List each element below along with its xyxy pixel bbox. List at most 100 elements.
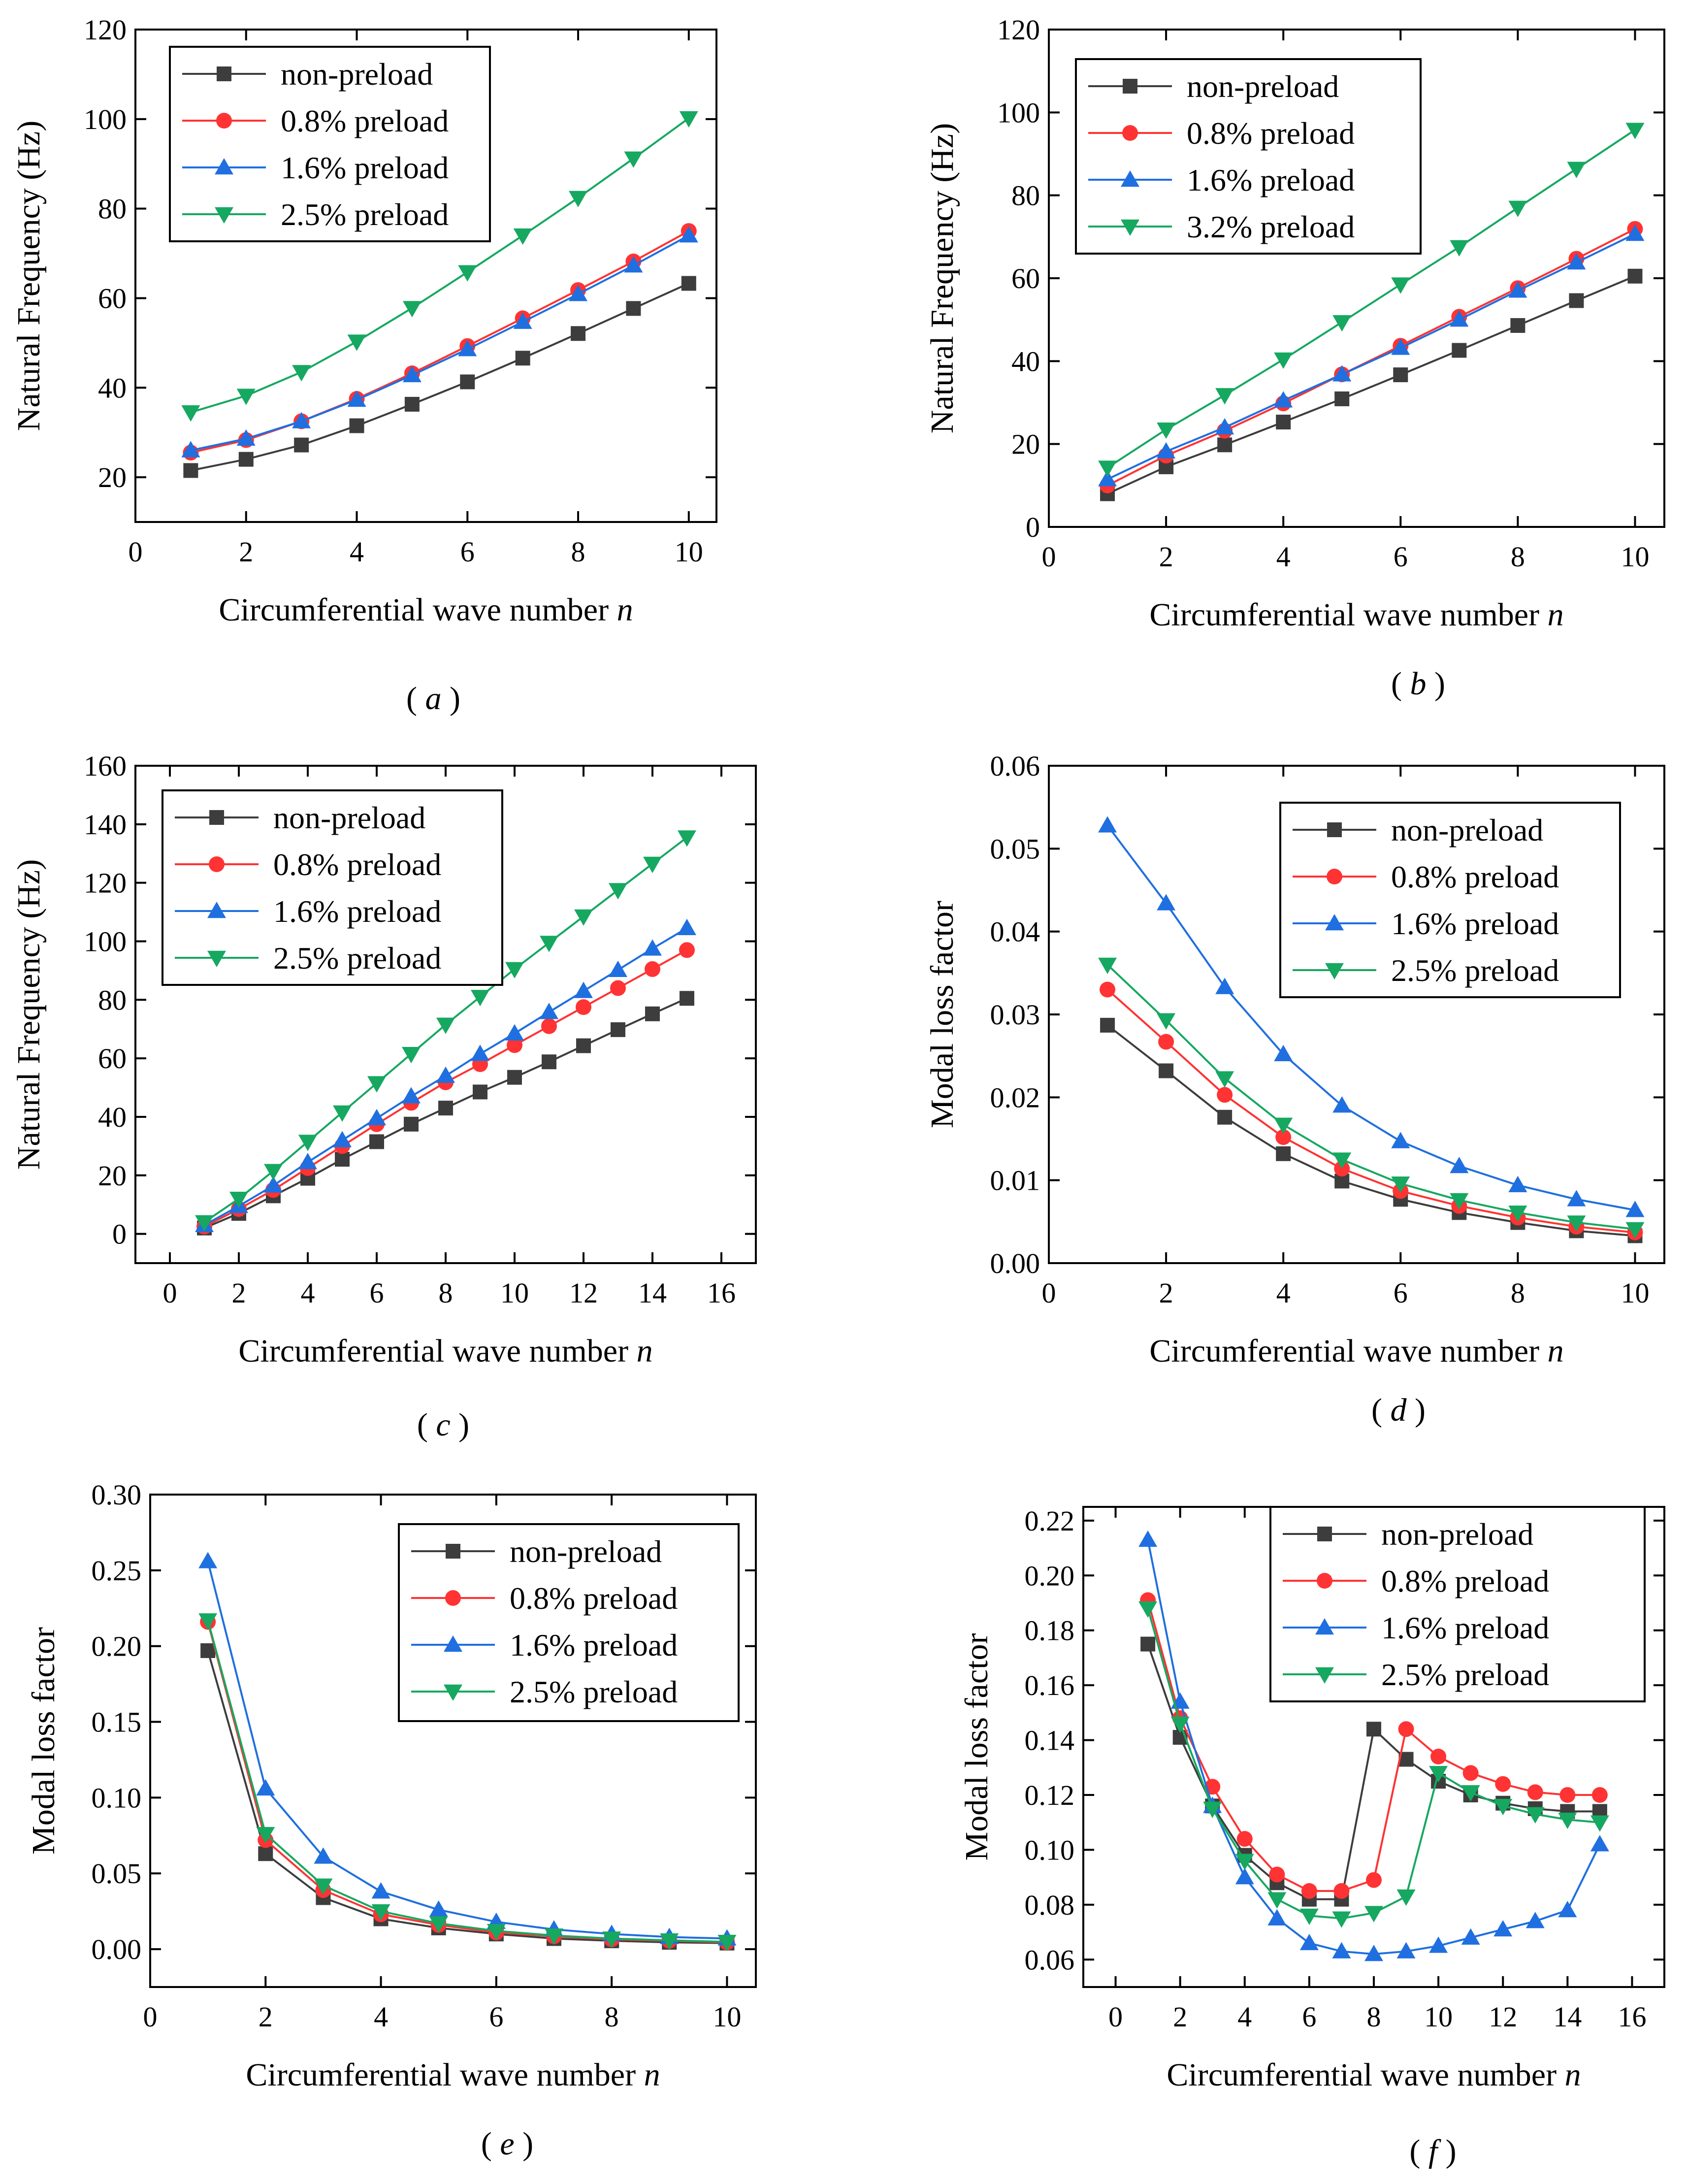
panel-label-a: ( a ) [406,681,460,717]
y-axis-label-a: Natural Frequency (Hz) [11,121,47,431]
series-line-non-preload [207,1650,727,1944]
data-point [294,437,309,453]
x-axis-label-text: Circumferential wave number [219,592,616,628]
x-tick-label: 2 [259,2001,273,2033]
data-point [1558,1901,1577,1918]
data-point [333,1131,352,1147]
legend-marker [209,856,225,872]
legend-marker [216,113,232,129]
x-tick-label: 0 [143,2001,158,2033]
data-point [1274,391,1293,408]
data-point [1301,1883,1317,1899]
data-point [1157,442,1176,459]
data-point [471,1044,489,1061]
y-tick-label: 60 [98,1043,127,1075]
y-tick-label: 120 [84,14,127,46]
y-tick-label: 0.10 [1025,1834,1075,1866]
x-axis-label-f: Circumferential wave number n [1167,2057,1581,2093]
series-line-non-preload [190,282,689,472]
y-tick-label: 0.10 [92,1782,142,1814]
legend-label: 1.6% preload [1391,906,1559,941]
data-point [681,276,696,291]
data-point [643,856,662,874]
y-tick-label: 120 [84,867,127,899]
data-point [404,396,420,412]
data-point [460,374,475,390]
x-axis-label-text: Circumferential wave number [238,1333,636,1369]
x-tick-label: 6 [489,2001,503,2033]
panel-label-close: ) [1427,666,1445,702]
data-point [660,1933,679,1950]
panel-label-open: ( [1391,666,1410,702]
data-point [571,326,586,341]
panel-label-close: ) [442,681,460,717]
data-point [258,1846,273,1861]
legend-label: 0.8% preload [1391,859,1559,894]
y-tick-label: 0.15 [92,1706,142,1738]
y-tick-label: 0.06 [1025,1944,1075,1976]
data-point [1364,1906,1383,1923]
y-tick-label: 0.00 [990,1247,1040,1279]
legend-label: non-preload [510,1534,662,1569]
data-point [1625,123,1645,139]
data-point [229,1192,248,1208]
data-point [678,918,696,935]
x-tick-label: 2 [1173,2001,1187,2033]
data-point [1332,365,1352,382]
y-tick-label: 0.14 [1025,1725,1075,1757]
data-point [1366,1722,1381,1737]
y-axis-label-e: Modal loss factor [26,1627,62,1855]
y-tick-label: 100 [997,97,1040,129]
data-point [1170,1716,1190,1733]
x-tick-label: 12 [1489,2001,1517,2033]
data-point [1158,1034,1174,1050]
data-point [542,1054,556,1070]
y-tick-label: 0.22 [1025,1505,1075,1537]
data-point [609,883,627,900]
y-tick-label: 0.12 [1025,1779,1075,1811]
data-point [198,1613,218,1630]
data-point [1396,1889,1416,1906]
data-point [198,1552,218,1568]
data-point [540,936,558,952]
y-tick-label: 0.05 [92,1858,142,1890]
panel-label-e: ( e ) [481,2126,533,2162]
data-point [507,1070,522,1085]
data-point [314,1847,333,1864]
legend-label: 0.8% preload [510,1581,678,1616]
y-tick-label: 0 [112,1218,127,1250]
x-tick-label: 6 [1302,2001,1316,2033]
data-point [1098,816,1117,833]
y-tick-label: 0.05 [990,833,1040,865]
legend-label: 3.2% preload [1187,209,1355,244]
x-axis-label-text: Circumferential wave number [1149,597,1547,633]
legend-label: non-preload [1187,69,1339,104]
x-tick-label: 2 [1159,1277,1173,1309]
data-point [1393,367,1408,383]
legend-label: 2.5% preload [1391,953,1559,988]
x-axis-variable: n [617,592,633,628]
data-point [404,1116,419,1132]
series-line-2-5-preload [207,1620,727,1943]
x-axis-label-a: Circumferential wave number n [219,592,633,628]
series-line-2-5-preload [1106,964,1635,1230]
data-point [181,405,200,422]
data-point [1276,1146,1291,1161]
data-point [200,1643,216,1658]
x-tick-label: 4 [301,1277,315,1309]
legend-marker [1123,79,1137,94]
data-point [458,340,477,357]
y-tick-label: 100 [84,103,127,135]
x-tick-label: 4 [1237,2001,1252,2033]
legend-label: 0.8% preload [281,103,449,138]
y-tick-label: 120 [997,14,1040,46]
data-point [1274,1117,1293,1134]
y-tick-label: 20 [98,1160,127,1192]
y-tick-label: 100 [84,925,127,957]
data-point [1590,1815,1609,1832]
legend-marker [445,1590,461,1606]
data-point [335,1152,350,1167]
data-point [1429,1766,1448,1783]
legend-label: 1.6% preload [1187,163,1355,197]
data-point [1275,1129,1292,1145]
